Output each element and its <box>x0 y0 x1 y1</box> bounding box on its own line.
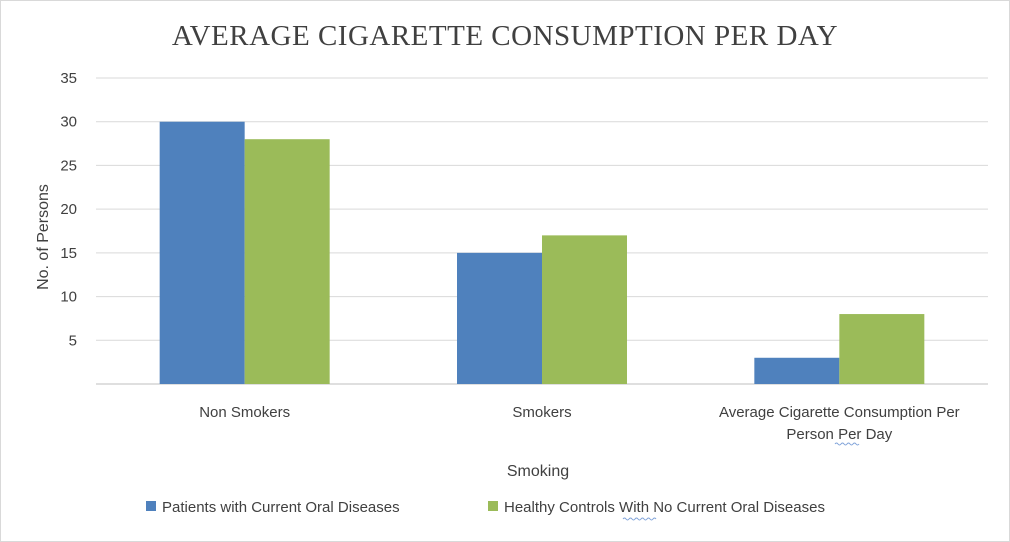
bars <box>159 121 925 384</box>
bar-patients <box>754 357 840 384</box>
spellcheck-squiggle <box>622 517 657 521</box>
legend-swatch <box>488 501 498 511</box>
legend: Patients with Current Oral Diseases Healt… <box>146 499 825 521</box>
x-category-label: Person Per Day <box>786 426 892 443</box>
y-tick-label: 30 <box>60 114 77 131</box>
y-tick-label: 15 <box>60 245 77 262</box>
bar-controls <box>839 314 925 384</box>
y-axis-ticks: 5 10 15 20 25 30 35 <box>60 70 77 349</box>
x-category-label: Smokers <box>512 404 571 421</box>
x-category-label: Average Cigarette Consumption Per <box>719 404 960 421</box>
y-tick-label: 20 <box>60 201 77 218</box>
bar-patients <box>159 121 245 384</box>
bar-patients <box>457 252 542 384</box>
legend-label: Healthy Controls With No Current Oral Di… <box>504 499 825 516</box>
bar-controls <box>542 235 627 384</box>
y-axis-title: No. of Persons <box>35 184 52 290</box>
chart-title: AVERAGE CIGARETTE CONSUMPTION PER DAY <box>172 20 838 52</box>
bar-controls <box>244 139 330 384</box>
y-tick-label: 25 <box>60 157 77 174</box>
spellcheck-squiggle <box>834 442 860 446</box>
x-category-label: Non Smokers <box>199 404 290 421</box>
x-axis-title: Smoking <box>507 463 569 480</box>
y-tick-label: 5 <box>69 332 77 349</box>
legend-swatch <box>146 501 156 511</box>
y-tick-label: 10 <box>60 289 77 306</box>
legend-label: Patients with Current Oral Diseases <box>162 499 400 516</box>
y-tick-label: 35 <box>60 70 77 87</box>
x-axis-categories: Non Smokers Smokers Average Cigarette Cons… <box>199 404 960 446</box>
